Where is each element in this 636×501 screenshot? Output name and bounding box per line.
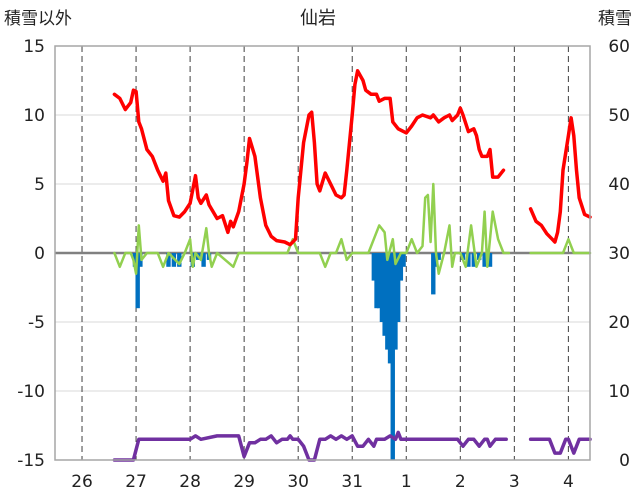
right-tick-label: 0: [619, 451, 630, 471]
series-layer: [112, 69, 592, 462]
left-axis-ticks: 15 10 5 0 -5 -10 -15: [17, 37, 45, 471]
series-line-snow: [112, 430, 508, 462]
precip-bar: [487, 253, 493, 267]
precip-bar: [393, 253, 398, 350]
left-tick-label: 15: [23, 37, 45, 57]
precip-bar: [395, 253, 401, 322]
left-tick-label: -15: [17, 451, 45, 471]
x-axis-ticks: 26 27 28 29 30 31 1 2 3 4: [71, 472, 574, 492]
x-tick-label: 31: [341, 472, 363, 492]
right-axis-ticks: 60 50 40 30 20 10 0: [608, 37, 630, 471]
right-tick-label: 60: [608, 37, 630, 57]
x-tick-label: 27: [125, 472, 147, 492]
right-tick-label: 10: [608, 382, 630, 402]
right-axis-label: 積雪: [598, 9, 632, 29]
precip-bar: [132, 253, 138, 267]
precip-bar: [431, 253, 436, 295]
precip-bar: [466, 253, 471, 267]
precip-bar: [385, 253, 390, 350]
x-tick-label: 3: [509, 472, 520, 492]
left-axis-label: 積雪以外: [4, 9, 72, 29]
grid-lines: [55, 46, 590, 460]
left-tick-label: -5: [28, 313, 45, 333]
precip-bar: [166, 253, 171, 267]
precip-bar: [379, 253, 385, 322]
series-temperature: [112, 69, 592, 247]
precip-bar: [201, 253, 206, 267]
x-tick-label: 28: [179, 472, 201, 492]
right-tick-label: 50: [608, 106, 630, 126]
precip-bar: [401, 253, 406, 267]
precip-bar: [377, 253, 382, 309]
series-wind: [113, 182, 592, 275]
x-tick-label: 26: [71, 472, 93, 492]
precip-bar: [471, 253, 477, 267]
left-tick-label: 5: [34, 175, 45, 195]
left-tick-label: 0: [34, 244, 45, 264]
precip-bar: [135, 253, 140, 309]
left-tick-label: 10: [23, 106, 45, 126]
precip-bar: [371, 253, 377, 281]
precip-bar: [482, 253, 487, 267]
series-line-wind: [113, 182, 511, 275]
precip-bar: [398, 253, 404, 281]
precip-bar: [177, 253, 182, 267]
right-tick-label: 40: [608, 175, 630, 195]
series-line-snow: [528, 437, 592, 455]
left-tick-label: -10: [17, 382, 45, 402]
precip-bar: [460, 253, 466, 260]
right-tick-label: 30: [608, 244, 630, 264]
right-tick-label: 20: [608, 313, 630, 333]
series-snow: [112, 430, 592, 462]
plot-frame: [54, 45, 591, 461]
series-line-temperature: [528, 116, 592, 244]
series-line-wind: [529, 237, 592, 255]
precip-bar: [436, 253, 441, 260]
plot-border: [54, 45, 591, 461]
precip-bar: [387, 253, 393, 364]
x-tick-label: 1: [401, 472, 412, 492]
precip-bar: [382, 253, 387, 336]
series-line-temperature: [112, 69, 506, 247]
x-tick-label: 30: [287, 472, 309, 492]
precip-bar: [390, 253, 395, 460]
x-tick-label: 2: [455, 472, 466, 492]
x-tick-label: 29: [233, 472, 255, 492]
x-tick-label: 4: [563, 472, 574, 492]
chart-title: 仙岩: [300, 8, 336, 29]
precip-bar: [374, 253, 379, 309]
series-precip: [132, 253, 493, 460]
